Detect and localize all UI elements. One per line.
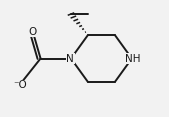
Text: N: N	[66, 53, 74, 64]
Text: O: O	[28, 27, 36, 37]
Text: NH: NH	[125, 53, 140, 64]
Text: ⁻O: ⁻O	[13, 80, 27, 90]
